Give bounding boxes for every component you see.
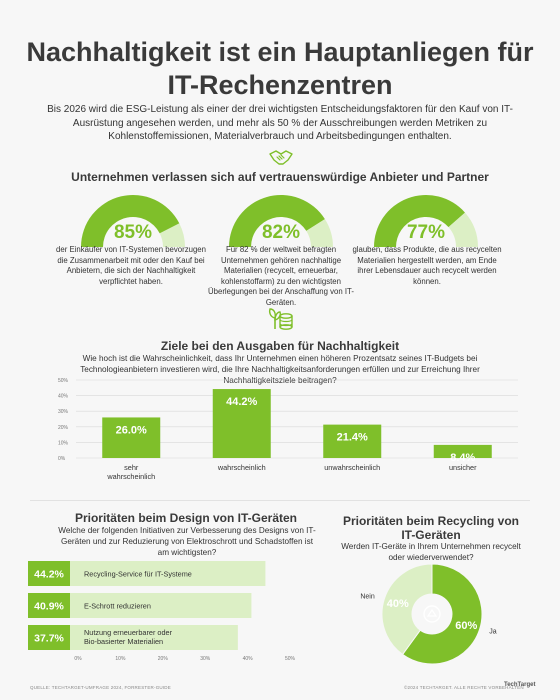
hbar-value-label: 40.9% — [34, 601, 64, 613]
bar-value-label: 44.2% — [226, 396, 257, 408]
hbar-category-label: E-Schrott reduzieren — [84, 602, 151, 611]
pie-value-label: 60% — [455, 620, 477, 632]
bar — [433, 444, 492, 458]
x-tick-label: 0% — [74, 656, 82, 662]
page-title: Nachhaltigkeit ist ein Hauptanliegen für… — [20, 36, 540, 102]
money-plant-icon — [268, 308, 293, 330]
hbar-value-label: 44.2% — [34, 569, 64, 581]
bar — [323, 424, 382, 458]
gauge-arc — [229, 194, 333, 247]
hbar-category-label: Recycling-Service für IT-Systeme — [84, 570, 192, 579]
heading-line: IT-Geräten — [401, 528, 461, 542]
hbar-value-box — [28, 625, 70, 650]
y-tick-label: 40% — [58, 394, 69, 400]
hbar-svg: 44.2% Recycling-Service für IT-Systeme 40.… — [28, 561, 296, 662]
heading-line: Prioritäten beim Recycling von — [342, 514, 520, 528]
hbar-bar — [70, 593, 252, 618]
handshake-icon — [269, 150, 293, 165]
gauge-filled-arc — [374, 194, 466, 247]
gauge-remaining-arc — [448, 212, 478, 247]
x-tick-label: 20% — [158, 656, 169, 662]
gauge-arc — [81, 195, 185, 247]
gauge-remaining-arc — [159, 223, 185, 247]
footer-source: QUELLE: TECHTARGET-UMFRAGE 2024, FORREST… — [30, 685, 171, 690]
y-tick-label: 50% — [58, 378, 69, 384]
pie-value-label: 40% — [387, 598, 409, 610]
category-label: wahrscheinlich — [217, 463, 266, 472]
gauge-filled-arc — [81, 195, 180, 247]
recycle-icon — [423, 605, 441, 623]
x-tick-label: 30% — [200, 656, 211, 662]
hbar-category-label: Nutzung erneuerbarer oder — [84, 628, 173, 637]
recycling-question: Werden IT-Geräte in Ihrem Unternehmen re… — [341, 542, 521, 562]
pie-category-label: Nein — [360, 594, 375, 601]
category-label: wahrscheinlich — [106, 472, 155, 481]
divider — [30, 500, 530, 501]
bar — [102, 417, 161, 458]
x-tick-label: 40% — [243, 656, 254, 662]
hbar-value-box — [28, 593, 70, 618]
hbar-value-label: 37.7% — [34, 633, 64, 645]
gauge-value: 77% — [406, 222, 446, 243]
gauge-arc — [374, 194, 478, 247]
footer-copyright: ©2024 TECHTARGET. ALLE RECHTE VORBEHALTE… — [404, 685, 524, 690]
design-hbar-chart: 44.2% Recycling-Service für IT-Systeme 40.… — [28, 559, 306, 663]
hbar-value-box — [28, 561, 70, 586]
pie-slice — [381, 563, 433, 656]
gauge-77: 77% — [371, 189, 491, 256]
y-tick-label: 0% — [58, 456, 66, 462]
footer-brand-logo: TechTarget — [504, 682, 536, 688]
bar-value-label: 8.4% — [450, 452, 475, 464]
category-label: unsicher — [449, 463, 477, 472]
hbar-category-label: Bio-basierter Materialien — [84, 637, 163, 646]
x-tick-label: 10% — [115, 656, 126, 662]
x-tick-label: 50% — [285, 656, 296, 662]
design-question: Welche der folgenden Initiativen zur Ver… — [58, 526, 316, 557]
gauge-description: glauben, dass Produkte, die aus recycelt… — [352, 245, 502, 286]
gauge-remaining-arc — [306, 219, 333, 247]
hbar-bar — [70, 561, 266, 586]
category-label: sehr — [124, 463, 139, 472]
bar — [212, 389, 271, 458]
section-heading-partners: Unternehmen verlassen sich auf vertrauen… — [71, 170, 489, 184]
gauge-value: 82% — [261, 222, 301, 243]
hbar-bar — [70, 625, 238, 650]
y-tick-label: 30% — [58, 409, 69, 415]
section-heading-recycling: Prioritäten beim Recycling von IT-Geräte… — [336, 514, 526, 542]
y-tick-label: 10% — [58, 440, 69, 446]
spending-question: Wie hoch ist die Wahrscheinlichkeit, das… — [80, 354, 480, 385]
category-label: unwahrscheinlich — [324, 463, 380, 472]
bar-value-label: 21.4% — [337, 432, 368, 444]
intro-text: Bis 2026 wird die ESG-Leistung als einer… — [47, 104, 513, 142]
gauge-value: 85% — [113, 222, 153, 243]
gauge-description: der Einkäufer von IT-Systemen bevorzugen… — [56, 245, 206, 286]
spending-bar-chart: 0%10%20%30%40%50%26.0%sehrwahrscheinlich… — [58, 378, 518, 481]
section-heading-spending: Ziele bei den Ausgaben für Nachhaltigkei… — [160, 339, 400, 353]
pie-category-label: Ja — [489, 628, 497, 635]
section-heading-design: Prioritäten beim Design von IT-Geräten — [74, 511, 298, 525]
pie-slice — [401, 563, 483, 665]
recycling-pie-chart: 60% Ja 40% Nein — [360, 563, 497, 665]
gauge-description: Für 82 % der weltweit befragten Unterneh… — [208, 245, 354, 307]
bar-value-label: 26.0% — [116, 424, 147, 436]
gauge-85: 85% — [78, 189, 198, 256]
gauge-filled-arc — [229, 194, 325, 247]
title-line-2: IT-Rechenzentren — [167, 70, 393, 100]
gauge-82: 82% — [226, 189, 346, 256]
title-line-1: Nachhaltigkeit ist ein Hauptanliegen für — [26, 37, 534, 67]
y-tick-label: 20% — [58, 425, 69, 431]
